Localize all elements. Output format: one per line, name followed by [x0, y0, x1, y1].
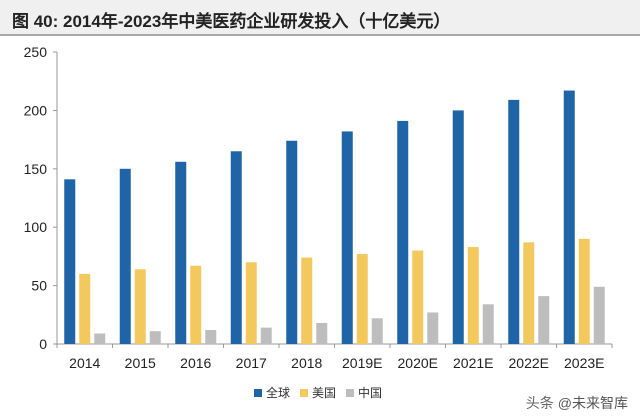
watermark: 头条 @未来智库 — [526, 393, 628, 413]
y-tick-label: 0 — [39, 336, 47, 352]
bar-global — [563, 90, 575, 344]
x-tick-label: 2020E — [398, 355, 438, 371]
bar-us — [245, 262, 257, 344]
bar-us — [356, 254, 368, 344]
bar-china — [205, 329, 217, 344]
legend-label-global: 全球 — [266, 386, 291, 400]
bar-china — [371, 318, 383, 344]
legend-item-china: 中国 — [346, 384, 382, 401]
title-bar: 图 40: 2014年-2023年中美医药企业研发投入（十亿美元） — [0, 0, 640, 36]
x-tick-label: 2022E — [509, 355, 549, 371]
bar-global — [452, 110, 464, 345]
bar-global — [341, 131, 353, 344]
legend-swatch-china — [346, 388, 355, 397]
bar-china — [260, 327, 272, 344]
watermark-text: @未来智库 — [557, 395, 628, 411]
x-tick-label: 2023E — [564, 355, 604, 371]
legend-label-china: 中国 — [358, 386, 383, 400]
bar-us — [578, 238, 590, 344]
bar-us — [190, 265, 202, 344]
chart-title: 图 40: 2014年-2023年中美医药企业研发投入（十亿美元） — [12, 12, 451, 31]
x-tick-label: 2016 — [180, 355, 211, 371]
bar-global — [508, 99, 520, 344]
x-tick-label: 2019E — [342, 355, 382, 371]
bar-us — [523, 242, 535, 344]
bar-china — [149, 331, 161, 344]
bar-us — [134, 269, 146, 344]
bar-china — [482, 304, 494, 344]
bar-china — [427, 312, 439, 344]
y-tick-label: 50 — [31, 278, 47, 294]
bar-china — [316, 322, 328, 344]
bar-global — [119, 168, 131, 344]
y-tick-label: 250 — [24, 44, 48, 60]
legend: 全球 美国 中国 — [254, 384, 382, 401]
bar-global — [230, 151, 242, 344]
y-tick-label: 150 — [24, 161, 48, 177]
legend-item-global: 全球 — [254, 384, 290, 401]
watermark-logo: 头条 — [525, 396, 554, 412]
legend-swatch-us — [300, 388, 309, 397]
legend-label-us: 美国 — [312, 386, 337, 400]
bar-global — [64, 179, 76, 344]
bar-china — [94, 333, 106, 344]
bar-us — [79, 273, 91, 344]
x-tick-label: 2021E — [453, 355, 493, 371]
x-tick-label: 2015 — [125, 355, 156, 371]
bar-china — [593, 286, 605, 344]
bar-global — [175, 161, 187, 344]
y-tick-label: 100 — [24, 219, 48, 235]
x-tick-label: 2014 — [69, 355, 100, 371]
bar-china — [538, 296, 550, 344]
y-tick-label: 200 — [24, 102, 48, 118]
bar-global — [286, 140, 298, 344]
x-tick-label: 2018 — [291, 355, 322, 371]
bar-us — [412, 250, 424, 344]
x-tick-label: 2017 — [236, 355, 267, 371]
bar-us — [301, 257, 313, 344]
legend-swatch-global — [254, 388, 262, 397]
bar-us — [467, 247, 479, 344]
bar-global — [397, 120, 409, 344]
bar-chart: 0 50 100 150 200 250 2014 2015 2016 2017 2018 2019E… — [24, 44, 613, 371]
legend-item-us: 美国 — [300, 384, 336, 401]
